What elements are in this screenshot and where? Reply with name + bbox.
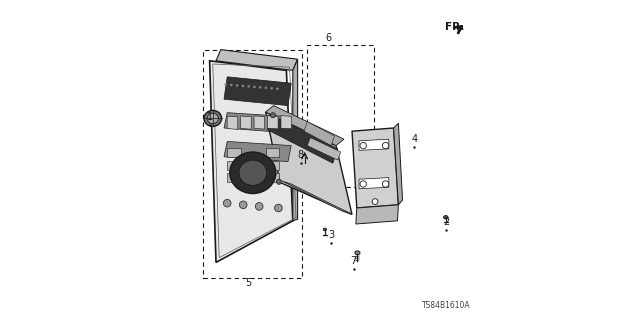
Circle shape <box>265 86 267 89</box>
Polygon shape <box>359 178 388 189</box>
Polygon shape <box>307 138 340 160</box>
Polygon shape <box>224 141 291 162</box>
Circle shape <box>259 86 261 89</box>
Circle shape <box>372 199 378 204</box>
Ellipse shape <box>323 228 326 231</box>
Text: 1: 1 <box>207 112 212 122</box>
Text: 7: 7 <box>351 256 356 266</box>
Ellipse shape <box>444 216 448 219</box>
Text: TS84B1610A: TS84B1610A <box>422 301 470 310</box>
Circle shape <box>236 84 239 87</box>
Ellipse shape <box>230 152 276 194</box>
Bar <box>227 148 241 157</box>
Circle shape <box>276 87 279 90</box>
Circle shape <box>275 204 282 212</box>
Circle shape <box>239 201 247 209</box>
Text: FR.: FR. <box>445 22 464 32</box>
Bar <box>266 148 279 157</box>
Text: 3: 3 <box>328 230 334 240</box>
Polygon shape <box>268 115 338 163</box>
Ellipse shape <box>239 160 267 186</box>
Ellipse shape <box>355 251 360 255</box>
Polygon shape <box>216 50 298 70</box>
Circle shape <box>223 199 231 207</box>
Bar <box>266 173 279 182</box>
Circle shape <box>224 83 227 86</box>
Polygon shape <box>254 116 265 129</box>
Polygon shape <box>241 116 252 129</box>
Polygon shape <box>210 61 292 262</box>
Ellipse shape <box>207 113 218 124</box>
Circle shape <box>247 85 250 88</box>
Circle shape <box>383 181 389 187</box>
Polygon shape <box>359 139 388 150</box>
Polygon shape <box>281 116 292 129</box>
Text: 6: 6 <box>325 33 331 44</box>
Bar <box>227 173 241 182</box>
Circle shape <box>230 84 233 86</box>
Polygon shape <box>266 106 344 146</box>
Polygon shape <box>394 123 403 205</box>
Text: 2: 2 <box>444 217 449 228</box>
Circle shape <box>383 142 389 149</box>
Circle shape <box>360 142 367 149</box>
Polygon shape <box>282 181 352 214</box>
Circle shape <box>253 85 255 88</box>
Circle shape <box>360 181 367 187</box>
Text: 5: 5 <box>245 278 251 288</box>
Polygon shape <box>266 112 352 214</box>
Polygon shape <box>304 122 334 146</box>
Text: 4: 4 <box>412 134 417 144</box>
Circle shape <box>271 87 273 90</box>
Ellipse shape <box>204 110 221 126</box>
Polygon shape <box>268 116 278 129</box>
Polygon shape <box>352 128 398 208</box>
Bar <box>266 161 279 170</box>
Circle shape <box>242 84 244 87</box>
Circle shape <box>276 179 282 184</box>
Circle shape <box>270 113 275 118</box>
Bar <box>227 161 241 170</box>
Polygon shape <box>292 59 298 221</box>
Polygon shape <box>224 113 291 133</box>
Polygon shape <box>224 77 291 106</box>
Circle shape <box>255 203 263 210</box>
Text: 8: 8 <box>298 150 304 160</box>
Polygon shape <box>227 116 238 129</box>
Polygon shape <box>356 205 398 224</box>
